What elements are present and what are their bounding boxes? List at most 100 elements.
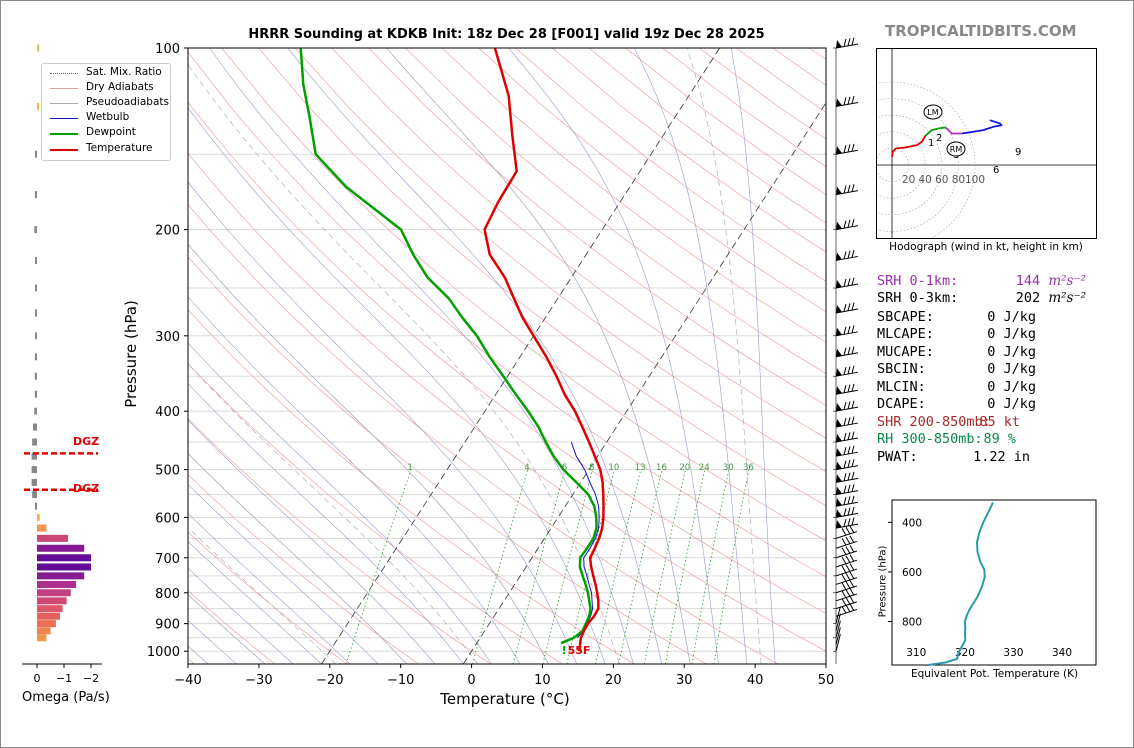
barb-feather [849,545,855,553]
isotherm [462,102,826,664]
wind-barb [835,143,859,155]
omega-bar [31,452,37,460]
barb-shaft [835,613,841,631]
barb-feather [843,185,847,194]
barb-shaft [835,620,841,638]
barb-feather [851,184,855,192]
barb-feather [847,518,851,527]
barb-feather [841,574,847,582]
mixing-ratio-label: 20 [679,463,690,473]
barb-flag [836,40,842,48]
barb-feather [851,445,855,454]
wind-barb [835,554,858,568]
pseudoadiabat [188,527,336,664]
barb-feather [847,250,851,259]
theta-e-y-tick-label: 400 [902,517,922,529]
wind-barb [835,535,858,549]
barb-feather [851,431,855,440]
mixing-ratio-label: 24 [699,463,710,473]
hodo-ring [877,114,943,216]
hodo-ring-label: 40 [919,174,932,186]
wind-barb [835,613,841,631]
dry-adiabat [188,363,563,664]
barb-feather [845,536,851,545]
barb-feather [847,507,851,516]
barb-feather [841,590,847,599]
omega-bar [37,597,67,605]
omega-bar [35,256,37,264]
wetbulb-isopleth [188,383,464,664]
wind-barb [835,563,858,577]
barb-flag [836,146,842,155]
omega-bar [34,407,37,415]
wind-barb [835,37,859,49]
barb-flag [836,186,842,195]
barb-feather [851,302,855,311]
dry-adiabat [441,48,826,343]
barb-feather [841,582,847,591]
barb-feather [851,416,855,425]
y-tick-label: 500 [155,464,180,479]
barb-feather [847,219,851,228]
barb-feather [847,303,851,311]
barb-feather [841,565,847,574]
wetbulb-isopleth [188,619,237,664]
wind-barb [835,606,841,624]
hodo-trace [961,119,1003,135]
mixing-ratio-label: 8 [589,463,594,473]
barb-feather [847,472,851,481]
wind-barb [835,545,858,559]
dry-adiabat [478,48,826,313]
y-tick-label: 800 [155,587,180,602]
barb-feather [847,432,851,440]
dry-adiabat [188,418,491,664]
barb-feather [845,526,851,535]
x-axis-label: Temperature (°C) [440,690,570,708]
wetbulb-isopleth [209,48,634,664]
hodo-ring [877,148,909,182]
barb-feather [847,366,851,375]
omega-bar [35,332,37,340]
wind-barb [835,445,859,457]
barb-feather [851,37,855,46]
omega-bar [31,466,37,474]
omega-bar [34,191,37,199]
dry-adiabat [188,531,347,664]
y-tick-label: 400 [155,405,180,420]
wetbulb-isopleth [188,452,407,664]
y-tick-label: 300 [155,330,180,345]
index-pwat: PWAT: 1.22 in [877,449,1030,465]
dgz-label-top: DGZ [73,435,100,448]
barb-feather [841,598,847,606]
hodograph-area [877,49,1096,238]
index-mucape: MUCAPE: 0 J/kg [877,344,1036,360]
wetbulb-isopleth [634,48,748,664]
storm-motion-marker [946,141,966,157]
theta-e-x-tick-label: 330 [1003,647,1023,659]
theta-e-profile [928,502,994,666]
wetbulb-isopleth [188,342,492,664]
omega-bar [37,563,91,571]
barb-flag [836,252,842,261]
pseudoadiabat [188,63,620,664]
barb-feather [847,184,851,193]
wetbulb-isopleth [386,48,691,664]
wind-barb [835,603,858,617]
hodo-ring-label: 80 [952,174,965,186]
barb-feather [851,249,855,258]
barb-feather [843,97,847,106]
barb-feather [845,604,851,613]
barb-feather [851,506,855,515]
barb-feather [847,278,851,286]
barb-feather [843,367,847,375]
theta-e-frame [891,499,1097,666]
mixing-ratio-label: 6 [562,463,567,473]
barb-feather [851,346,855,355]
wind-barb [835,633,841,652]
mixing-ratio-label: 10 [608,463,619,473]
barb-flag [836,474,842,483]
omega-bar [35,150,37,158]
barb-flag [836,419,842,428]
